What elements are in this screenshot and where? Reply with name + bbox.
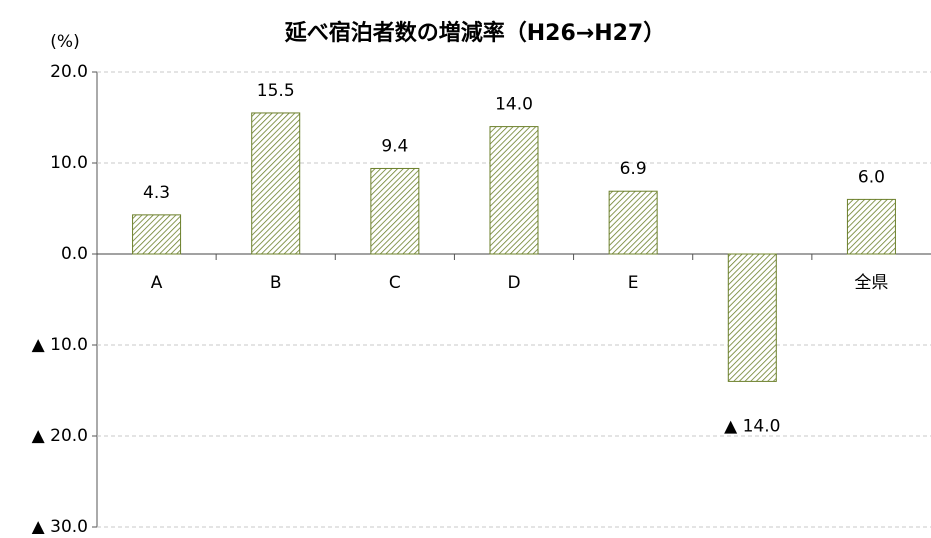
y-tick-label: 0.0 — [61, 244, 88, 264]
x-tick-label: C — [389, 273, 401, 293]
y-axis-label: (%) — [50, 32, 79, 52]
data-label: 9.4 — [381, 136, 408, 156]
x-tick-label: 全県 — [854, 273, 888, 293]
bar — [132, 214, 182, 255]
bar — [608, 190, 658, 255]
data-label: 6.0 — [858, 167, 885, 187]
bar — [727, 253, 777, 382]
x-tick-label: E — [628, 273, 639, 293]
y-tick-label: ▲ 20.0 — [32, 426, 88, 446]
data-label: 15.5 — [257, 81, 295, 101]
x-tick-label: A — [151, 273, 163, 293]
chart-title: 延べ宿泊者数の増減率（H26→H27） — [284, 20, 666, 46]
y-tick-label: 20.0 — [50, 62, 88, 82]
y-tick-label: ▲ 30.0 — [32, 517, 88, 534]
x-tick-label: D — [507, 273, 520, 293]
x-tick-label: B — [270, 273, 282, 293]
bar — [846, 198, 896, 255]
bar — [251, 112, 301, 255]
data-label: 14.0 — [495, 95, 533, 115]
y-tick-label: ▲ 10.0 — [32, 335, 88, 355]
bar — [370, 167, 420, 255]
data-label: 6.9 — [620, 159, 647, 179]
y-tick-label: 10.0 — [50, 153, 88, 173]
data-label: ▲ 14.0 — [724, 416, 780, 436]
data-label: 4.3 — [143, 183, 170, 203]
bar — [489, 126, 539, 255]
